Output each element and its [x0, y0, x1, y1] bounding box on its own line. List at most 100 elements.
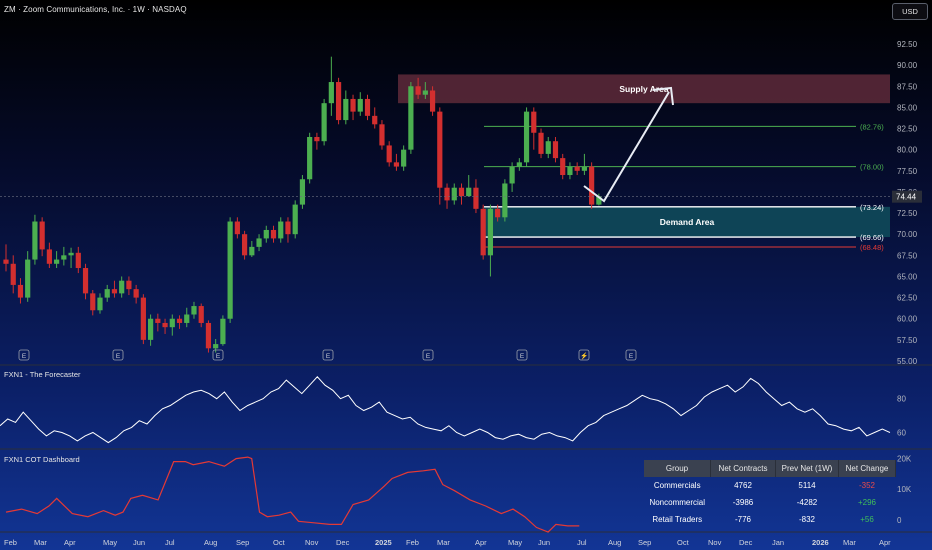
candle-body [516, 162, 522, 167]
candle-body [119, 280, 125, 294]
time-axis-label: Apr [879, 538, 891, 547]
price-tick-label: 92.50 [897, 40, 918, 49]
candle-body [335, 82, 342, 121]
candle-body [292, 204, 298, 235]
time-axis-label: Sep [638, 538, 651, 547]
candle-body [401, 149, 407, 167]
price-tick-label: 55.00 [897, 357, 918, 366]
cot-line [5, 456, 580, 533]
candle-body [473, 187, 479, 209]
cot-cell-group: Retail Traders [652, 515, 703, 524]
candle-body [176, 318, 183, 323]
candle-body [126, 280, 132, 290]
candle-body [589, 166, 595, 205]
candle-body [148, 318, 154, 340]
candle-body [415, 86, 421, 95]
time-axis-label: Nov [305, 538, 319, 547]
candle-body [213, 344, 219, 349]
demand-zone [484, 206, 890, 238]
candle-body [198, 306, 204, 323]
candle-body [32, 221, 38, 260]
earnings-marker [112, 349, 124, 361]
candle-body [82, 268, 89, 294]
level-label: (68.48) [860, 243, 884, 252]
currency-button[interactable]: USD [892, 3, 928, 20]
candle-body [263, 229, 269, 239]
candle-body [495, 208, 501, 218]
cot-row-noncommercial: Noncommercial -3986 -4282 +296 [644, 494, 896, 511]
candle-body [480, 208, 486, 256]
candle-body [299, 179, 306, 205]
candle-body [205, 322, 212, 349]
cot-tick-label: 10K [897, 485, 912, 494]
earnings-marker-label: E [22, 353, 27, 360]
candle-body [357, 98, 363, 112]
candle-body [39, 221, 45, 250]
candle-body [227, 221, 233, 319]
price-tick-label: 87.50 [897, 82, 918, 91]
earnings-marker [18, 349, 30, 361]
candle-body [68, 252, 74, 256]
candle-body [249, 246, 255, 256]
time-axis-label: Jul [577, 538, 587, 547]
price-tick-label: 77.50 [897, 167, 918, 176]
forecaster-pane-title: FXN1 - The Forecaster [4, 370, 81, 379]
price-tick-label: 60.00 [897, 315, 918, 324]
candle-body [184, 314, 190, 323]
cot-header-prev: Prev Net (1W) [775, 460, 839, 477]
time-axis-label: Feb [4, 538, 17, 547]
level-label: (69.66) [860, 233, 884, 242]
candle-body [350, 98, 356, 112]
time-axis-label: May [103, 538, 117, 547]
candle-body [220, 318, 226, 345]
cot-cell-prev: -832 [798, 515, 815, 524]
candle-body [422, 90, 428, 95]
candle-body [278, 221, 284, 239]
price-tick-label: 67.50 [897, 251, 918, 260]
time-axis-label: Oct [677, 538, 690, 547]
cot-pane-title: FXN1 COT Dashboard [4, 455, 80, 464]
forecaster-line [0, 376, 891, 444]
candle-body [343, 98, 349, 121]
candle-body [241, 234, 248, 256]
time-axis-label: Nov [708, 538, 722, 547]
cot-tick-label: 0 [897, 516, 902, 525]
candle-body [3, 259, 9, 264]
candle-body [10, 263, 16, 285]
candle-body [25, 259, 31, 298]
cot-cell-change: +296 [857, 498, 877, 507]
candle-body [444, 187, 450, 201]
candle-body [487, 208, 494, 256]
candle-body [17, 284, 24, 298]
level-label: (78.00) [860, 163, 884, 172]
demand-zone-label: Demand Area [660, 217, 715, 227]
candle-body [596, 196, 602, 205]
candle-body [509, 166, 515, 184]
candle-body [169, 318, 175, 328]
cot-cell-prev: -4282 [796, 498, 818, 507]
forecaster-tick-label: 60 [897, 428, 906, 437]
level-label: (73.24) [860, 203, 884, 212]
time-axis-label: Jun [538, 538, 550, 547]
candle-body [386, 145, 392, 163]
price-tick-label: 82.50 [897, 125, 918, 134]
cot-cell-net: -776 [734, 515, 751, 524]
time-axis-label: Aug [608, 538, 621, 547]
candle-body [458, 187, 465, 197]
supply-zone-label: Supply Area [619, 84, 669, 94]
candle-body [451, 187, 457, 201]
candle-body [328, 82, 334, 104]
candle-body [437, 111, 443, 188]
earnings-marker [422, 349, 434, 361]
candle-body [75, 252, 81, 269]
price-tick-label: 90.00 [897, 61, 918, 70]
time-axis-label: Dec [739, 538, 753, 547]
time-axis-label: Jan [772, 538, 784, 547]
price-tick-label: 72.50 [897, 209, 918, 218]
last-price-label: 74.44 [896, 193, 917, 202]
cot-header-group: Group [644, 460, 711, 477]
level-label: (82.76) [860, 122, 884, 131]
candle-body [321, 103, 327, 142]
time-axis-label: Dec [336, 538, 350, 547]
